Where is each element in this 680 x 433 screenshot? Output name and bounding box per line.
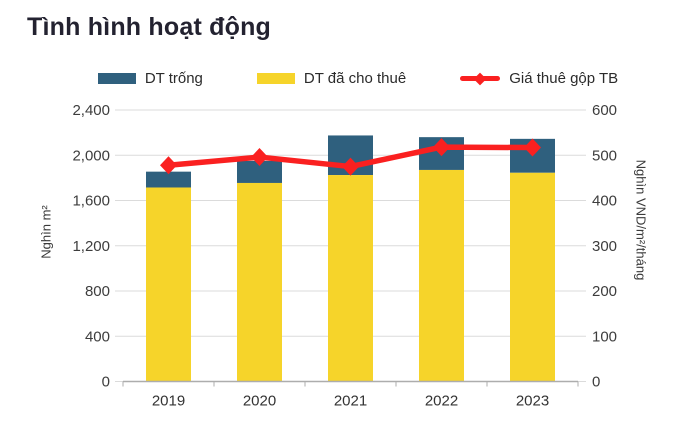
left-axis-tick: 400 bbox=[85, 328, 110, 345]
rent-marker-diamond-icon bbox=[251, 148, 268, 167]
left-axis-tick: 2,400 bbox=[72, 102, 110, 119]
bar-leased bbox=[510, 172, 555, 382]
x-axis-label: 2023 bbox=[516, 393, 549, 410]
left-axis-tick: 2,000 bbox=[72, 147, 110, 164]
rent-marker-diamond-icon bbox=[342, 157, 359, 176]
rent-marker-diamond-icon bbox=[433, 138, 450, 157]
page-title: Tình hình hoạt động bbox=[27, 13, 272, 41]
leased-swatch-icon bbox=[256, 73, 295, 84]
x-axis-label: 2021 bbox=[334, 393, 367, 410]
right-axis-tick: 0 bbox=[592, 374, 600, 391]
left-axis-tick: 800 bbox=[85, 283, 110, 300]
legend-item-leased: DT đã cho thuê bbox=[256, 70, 407, 87]
right-axis-tick: 200 bbox=[592, 283, 617, 300]
x-axis-label: 2022 bbox=[425, 393, 458, 410]
right-axis-tick: 500 bbox=[592, 147, 617, 164]
vacant-swatch-icon bbox=[97, 73, 136, 84]
x-axis-label: 2020 bbox=[243, 393, 276, 410]
bar-leased bbox=[146, 187, 191, 382]
bar-vacant bbox=[237, 160, 282, 183]
right-axis-tick: 300 bbox=[592, 238, 617, 255]
legend-label-vacant: DT trống bbox=[144, 70, 203, 87]
right-axis-tick: 400 bbox=[592, 193, 617, 210]
bar-leased bbox=[419, 169, 464, 382]
left-axis-tick: 1,200 bbox=[72, 238, 110, 255]
legend-label-leased: DT đã cho thuê bbox=[303, 70, 407, 87]
bar-vacant bbox=[146, 171, 191, 188]
chart-legend: DT trống DT đã cho thuê Giá thuê gộp TB bbox=[0, 70, 680, 87]
bar-leased bbox=[328, 175, 373, 382]
rent-marker-diamond-icon bbox=[160, 156, 177, 175]
right-axis-tick: 100 bbox=[592, 328, 617, 345]
rent-line-swatch-icon bbox=[460, 72, 501, 85]
right-axis-tick: 600 bbox=[592, 102, 617, 119]
legend-item-rent: Giá thuê gộp TB bbox=[460, 70, 618, 87]
bar-leased bbox=[237, 182, 282, 382]
rent-marker-diamond-icon bbox=[524, 138, 541, 157]
legend-item-vacant: DT trống bbox=[97, 70, 203, 87]
x-axis-label: 2019 bbox=[152, 393, 185, 410]
legend-label-rent: Giá thuê gộp TB bbox=[509, 70, 619, 87]
left-axis-tick: 0 bbox=[102, 374, 110, 391]
left-axis-tick: 1,600 bbox=[72, 193, 110, 210]
